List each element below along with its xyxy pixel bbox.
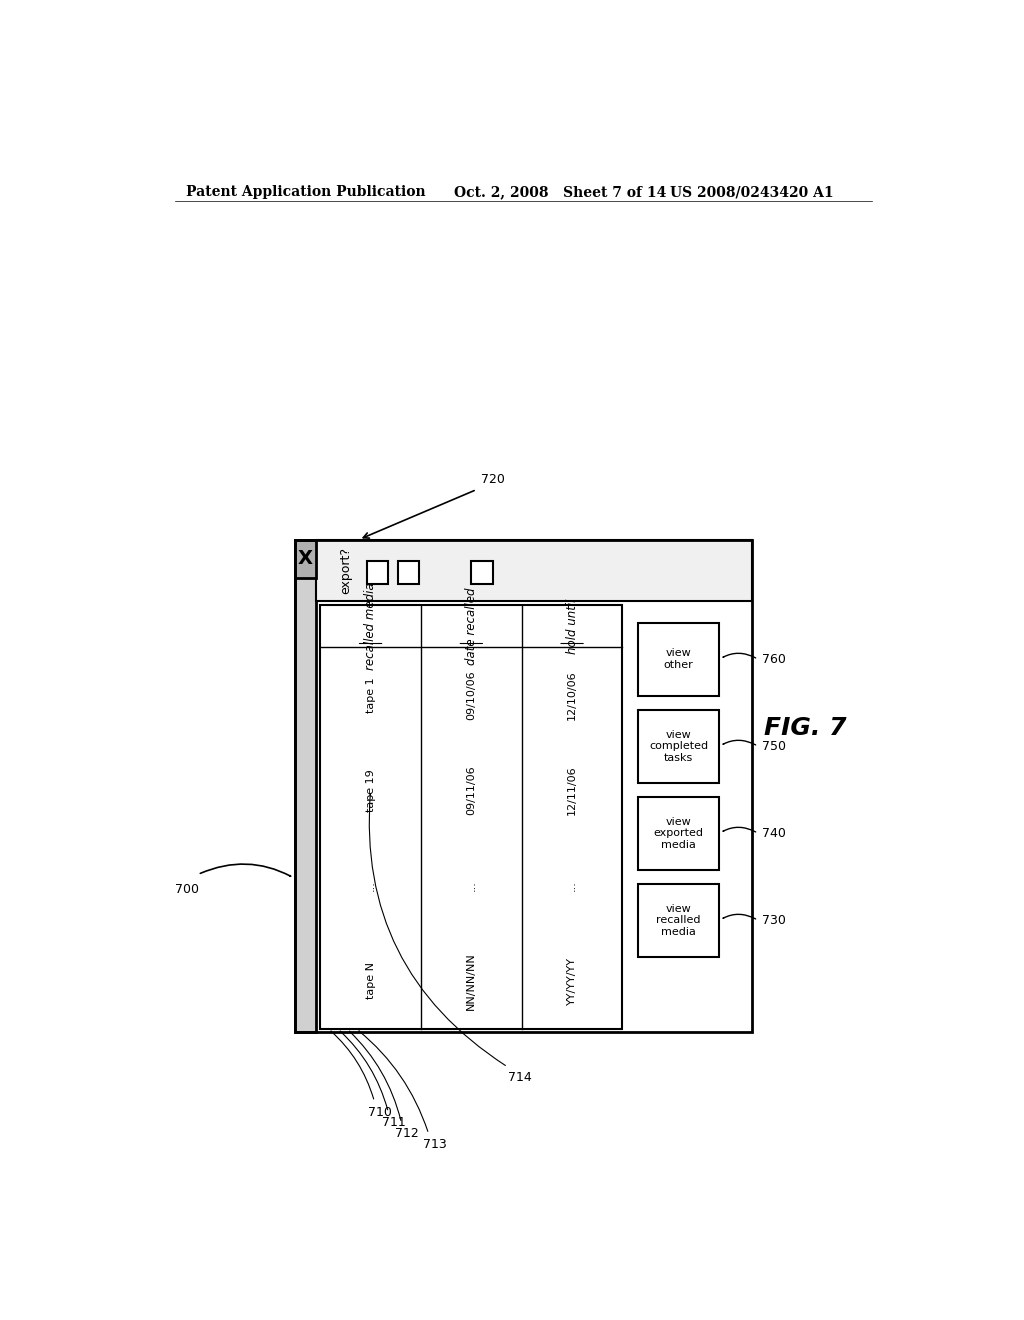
Text: YY/YY/YY: YY/YY/YY (567, 957, 578, 1005)
Text: tape 19: tape 19 (366, 770, 376, 812)
Text: 713: 713 (423, 1138, 446, 1151)
FancyArrowPatch shape (201, 865, 291, 876)
Text: ...: ... (567, 880, 578, 891)
Bar (638, 710, 719, 783)
Text: 740: 740 (762, 826, 785, 840)
FancyArrowPatch shape (331, 1031, 374, 1100)
Text: 12/11/06: 12/11/06 (567, 766, 578, 814)
Text: Patent Application Publication: Patent Application Publication (186, 185, 426, 199)
Text: 720: 720 (480, 473, 505, 486)
Text: recalled media: recalled media (365, 582, 377, 671)
Bar (316, 540, 752, 601)
FancyArrowPatch shape (349, 1031, 401, 1121)
Text: tape N: tape N (366, 962, 376, 999)
Bar (295, 540, 752, 1032)
Bar (638, 797, 719, 870)
Text: 711: 711 (382, 1117, 406, 1130)
Text: 730: 730 (762, 913, 785, 927)
Text: X: X (298, 549, 313, 569)
Text: FIG. 7: FIG. 7 (764, 717, 846, 741)
Text: NN/NN/NN: NN/NN/NN (466, 952, 476, 1010)
Text: 712: 712 (395, 1127, 419, 1140)
Bar (295, 540, 316, 1032)
Text: 09/11/06: 09/11/06 (466, 766, 476, 814)
Bar (295, 540, 316, 578)
FancyArrowPatch shape (723, 828, 756, 832)
Bar (471, 561, 493, 585)
Text: view
other: view other (664, 648, 693, 671)
Text: tape 1: tape 1 (366, 677, 376, 713)
Text: ...: ... (366, 880, 376, 891)
Text: hold until: hold until (565, 598, 579, 653)
Bar (397, 561, 420, 585)
FancyArrowPatch shape (723, 653, 756, 657)
Text: view
completed
tasks: view completed tasks (649, 730, 709, 763)
Text: 09/10/06: 09/10/06 (466, 671, 476, 719)
FancyArrowPatch shape (723, 741, 756, 744)
Bar (638, 623, 719, 696)
Bar (367, 561, 388, 585)
Text: view
recalled
media: view recalled media (656, 904, 700, 937)
FancyArrowPatch shape (359, 1031, 428, 1131)
Text: date recalled: date recalled (465, 587, 478, 665)
Text: 750: 750 (762, 739, 786, 752)
Text: ...: ... (466, 880, 476, 891)
FancyArrowPatch shape (340, 1031, 388, 1110)
Bar (321, 605, 623, 1028)
Text: 12/10/06: 12/10/06 (567, 671, 578, 719)
Text: view
exported
media: view exported media (653, 817, 703, 850)
Text: 700: 700 (174, 883, 199, 896)
Text: US 2008/0243420 A1: US 2008/0243420 A1 (671, 185, 835, 199)
Text: 714: 714 (508, 1071, 531, 1084)
FancyArrowPatch shape (370, 795, 506, 1065)
Text: 710: 710 (369, 1106, 392, 1118)
Text: export?: export? (340, 546, 352, 594)
FancyArrowPatch shape (723, 915, 756, 919)
Text: 760: 760 (762, 653, 785, 665)
Text: Oct. 2, 2008   Sheet 7 of 14: Oct. 2, 2008 Sheet 7 of 14 (454, 185, 666, 199)
Bar (638, 884, 719, 957)
